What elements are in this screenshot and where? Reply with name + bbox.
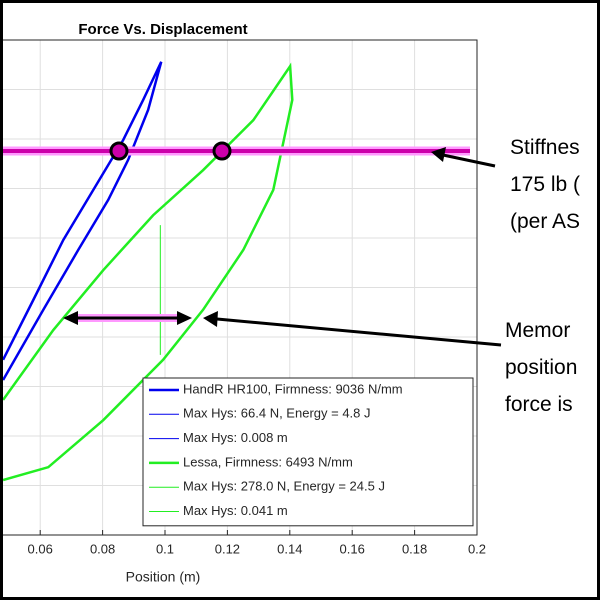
plot-border: [3, 39, 478, 536]
marker: [212, 141, 232, 161]
x-tick-label: 0.08: [90, 541, 115, 556]
stiffness-note: Stiffnes 175 lb ( (per AS: [510, 129, 580, 240]
note-line: Memor: [505, 319, 571, 342]
note-line: 175 lb (: [510, 173, 581, 196]
note-line: Stiffnes: [510, 136, 580, 159]
memory-note: Memor position force is: [505, 312, 577, 423]
legend-label: Max Hys: 0.008 m: [183, 430, 288, 445]
x-tick-label: 0.2: [468, 541, 486, 556]
chart-title: Force Vs. Displacement: [78, 21, 247, 38]
x-tick-label: 0.1: [156, 541, 174, 556]
x-tick-label: 0.12: [215, 541, 240, 556]
note-line: (per AS: [510, 210, 581, 233]
legend-label: HandR HR100, Firmness: 9036 N/mm: [183, 381, 403, 396]
x-tick-label: 0.18: [402, 541, 427, 556]
overlay: [3, 141, 502, 347]
pointer-arrow: [216, 317, 502, 347]
legend-label: Max Hys: 0.041 m: [183, 503, 288, 518]
legend-box: [142, 377, 474, 527]
note-line: position: [505, 356, 578, 379]
marker: [109, 141, 129, 161]
arrow-head: [431, 147, 446, 162]
series-line: [3, 61, 163, 381]
x-tick-label: 0.16: [340, 541, 365, 556]
x-axis-label: Position (m): [126, 569, 201, 585]
pointer-arrow: [442, 153, 496, 168]
plot: 01234567891000.020.040.060.080.10.120.14…: [3, 21, 486, 585]
x-tick-label: 0.06: [28, 541, 53, 556]
note-line: force is: [505, 393, 573, 416]
legend-label: Lessa, Firmness: 6493 N/mm: [183, 454, 353, 469]
x-tick-label: 0.14: [277, 541, 302, 556]
series-line: [3, 62, 294, 482]
legend-label: Max Hys: 66.4 N, Energy = 4.8 J: [183, 406, 371, 421]
arrow-head: [203, 311, 218, 327]
arrow-head: [63, 311, 78, 325]
legend-label: Max Hys: 278.0 N, Energy = 24.5 J: [183, 479, 385, 494]
arrow-head: [177, 311, 192, 325]
axes: 01234567891000.020.040.060.080.10.120.14…: [3, 39, 486, 556]
